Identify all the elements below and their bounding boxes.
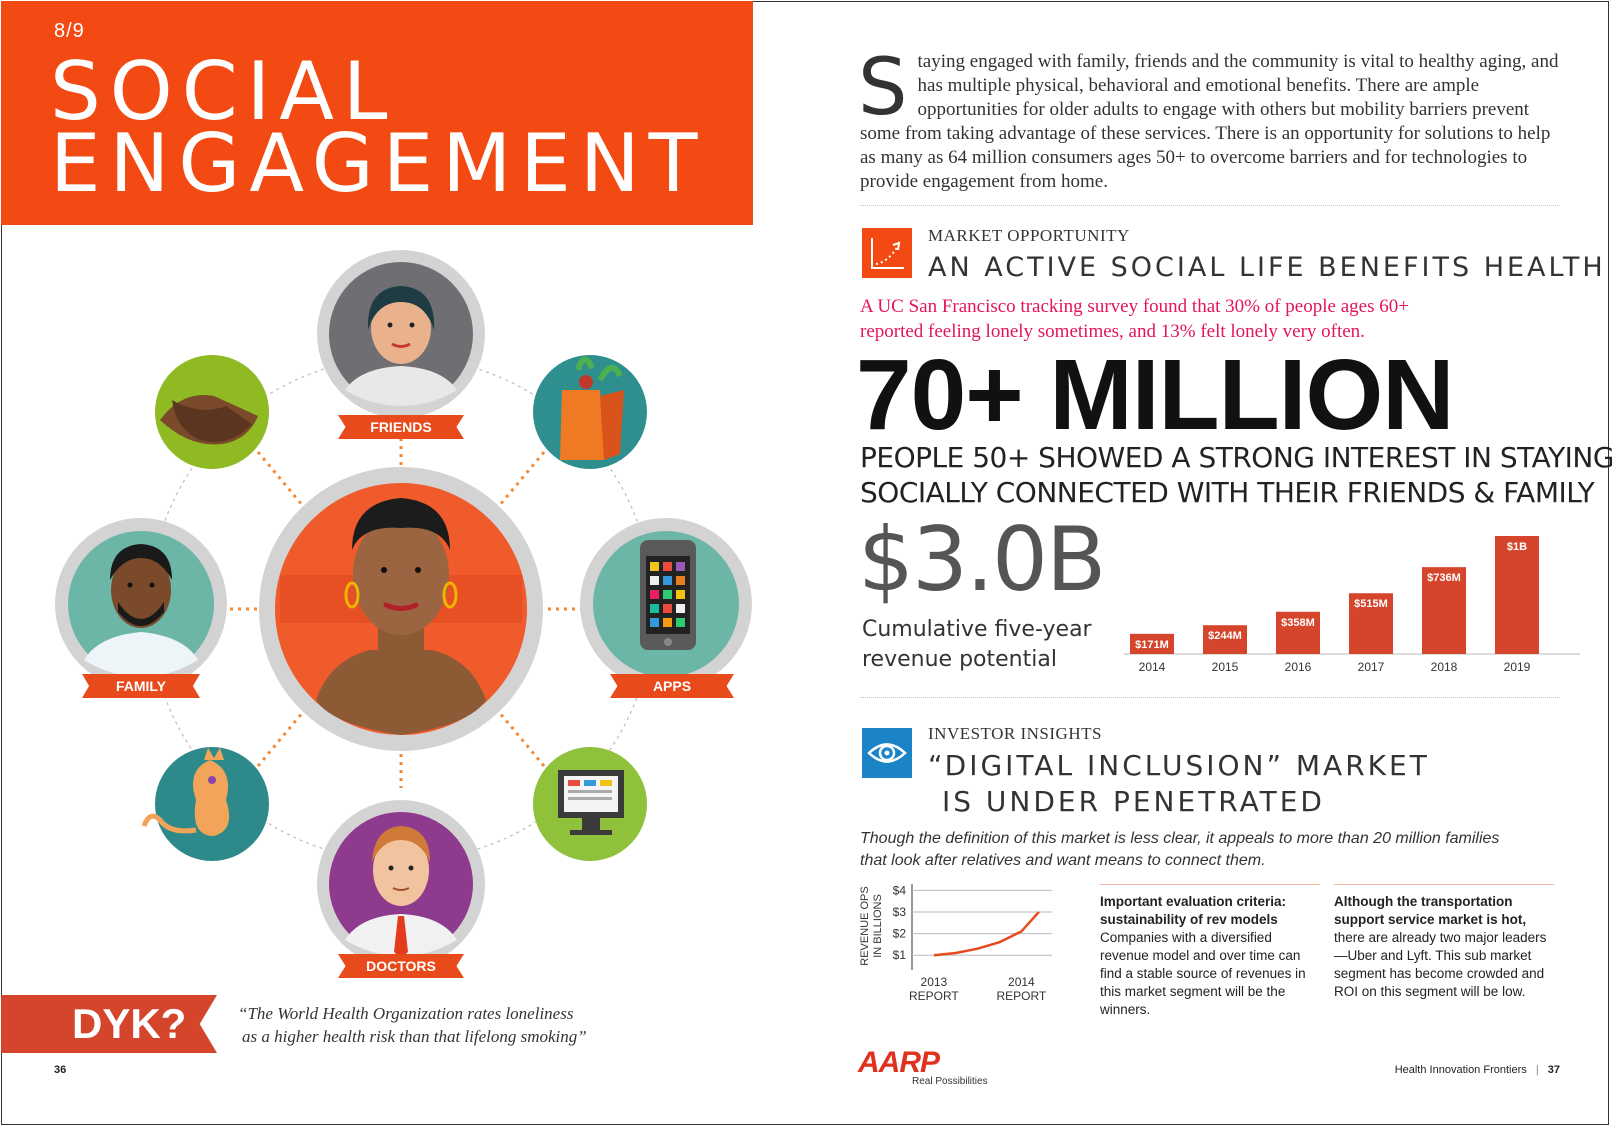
footer-title: Health Innovation Frontiers: [1394, 1064, 1527, 1076]
loneliness-quote: “The World Health Organization rates lon…: [238, 1002, 638, 1048]
friends-label: FRIENDS: [338, 415, 464, 439]
aarp-logo: AARP: [858, 1046, 940, 1079]
bar-year-label: 2015: [1212, 660, 1239, 674]
intro-dropcap: S: [858, 43, 908, 133]
survey-line-2: reported feeling lonely sometimes, and 1…: [860, 321, 1365, 342]
revenue-caption-line-1: Cumulative five-year: [862, 617, 1092, 642]
family-label: FAMILY: [82, 674, 200, 698]
col1-heading: Important evaluation criteria: sustainab…: [1100, 894, 1287, 927]
investor-heading-line-1: “DIGITAL INCLUSION” MARKET: [928, 749, 1430, 782]
bar-2015: [1203, 625, 1247, 654]
revenue-line: [933, 911, 1040, 957]
doctors-avatar: [317, 800, 485, 968]
title-banner: [1, 1, 753, 225]
dyk-label: DYK?: [72, 1000, 187, 1047]
x-tick-label: 2014: [1008, 975, 1035, 989]
bar-2014: [1130, 633, 1174, 654]
bar-year-label: 2014: [1139, 660, 1166, 674]
right-footer: Health Innovation Frontiers | 37: [1394, 1064, 1560, 1076]
bar-year-label: 2017: [1358, 660, 1385, 674]
y-tick-label: $4: [893, 883, 907, 897]
bar-2016: [1276, 611, 1320, 654]
aarp-tagline: Real Possibilities: [912, 1076, 988, 1087]
col1-body: Companies with a diversified revenue mod…: [1100, 930, 1306, 1017]
quote-line-2: as a higher health risk than that lifelo…: [242, 1027, 587, 1046]
y-axis-label-line2: IN BILLIONS: [872, 894, 884, 958]
right-page-number: 37: [1547, 1064, 1560, 1076]
handshake-icon: [155, 355, 269, 469]
apps-avatar: [580, 518, 752, 690]
page-title-line1: SOCIAL: [50, 45, 397, 138]
revenue-caption-line-2: revenue potential: [862, 647, 1057, 672]
friends-avatar: [317, 250, 485, 418]
survey-highlight: A UC San Francisco tracking survey found…: [860, 294, 1560, 344]
chapter-number: 8/9: [54, 20, 85, 42]
market-eyebrow: MARKET OPPORTUNITY: [928, 226, 1130, 245]
investor-eyebrow: INVESTOR INSIGHTS: [928, 724, 1102, 743]
investor-note-line-2: that look after relatives and want means…: [860, 852, 1266, 869]
y-tick-label: $1: [893, 948, 907, 962]
big-stat: 70+ MILLION: [856, 339, 1454, 451]
computer-monitor-icon: [533, 747, 647, 861]
apps-label: APPS: [610, 674, 734, 698]
page-title-line2: ENGAGEMENT: [50, 117, 707, 210]
app-grid: [650, 562, 685, 627]
stat-line-1: PEOPLE 50+ SHOWED A STRONG INTEREST IN S…: [860, 441, 1612, 474]
col2-heading: Although the transportation support serv…: [1334, 894, 1527, 927]
market-heading: AN ACTIVE SOCIAL LIFE BENEFITS HEALTH: [928, 252, 1606, 283]
evaluation-criteria-column: Important evaluation criteria: sustainab…: [1100, 884, 1320, 1019]
bar-2019: [1495, 536, 1539, 654]
intro-text: taying engaged with family, friends and …: [860, 51, 1559, 192]
bar-value-label: $1B: [1507, 541, 1527, 553]
dyk-banner: [1, 995, 217, 1053]
growth-chart-icon: [862, 228, 912, 278]
x-tick-label-sub: REPORT: [996, 989, 1046, 1003]
y-tick-label: $3: [893, 905, 907, 919]
col2-body: there are already two major leaders—Uber…: [1334, 930, 1547, 999]
investor-note-line-1: Though the definition of this market is …: [860, 830, 1500, 847]
grocery-bag-icon: [533, 355, 647, 469]
survey-line-1: A UC San Francisco tracking survey found…: [860, 296, 1409, 317]
bar-year-label: 2019: [1504, 660, 1531, 674]
center-person-avatar: [259, 467, 543, 751]
doctors-label: DOCTORS: [338, 954, 464, 978]
revenue-bar-chart: $171M 2014 $244M 2015 $358M 2016 $515M 2017 $736…: [1124, 536, 1580, 674]
cat-icon: [141, 747, 269, 861]
bar-value-label: $358M: [1281, 617, 1315, 629]
bar-year-label: 2018: [1431, 660, 1458, 674]
stat-line-2: SOCIALLY CONNECTED WITH THEIR FRIENDS & …: [860, 476, 1595, 509]
bar-value-label: $171M: [1135, 639, 1169, 651]
bar-value-label: $736M: [1427, 572, 1461, 584]
bar-2018: [1422, 567, 1466, 654]
left-page-number: 36: [54, 1064, 67, 1076]
investor-heading-line-2: IS UNDER PENETRATED: [942, 785, 1325, 818]
investor-note: Though the definition of this market is …: [860, 828, 1560, 872]
y-tick-label: $2: [893, 927, 907, 941]
revenue-caption: Cumulative five-year revenue potential: [862, 615, 1092, 675]
family-avatar: [55, 518, 227, 690]
section-divider: [860, 205, 1560, 206]
quote-line-1: “The World Health Organization rates lon…: [238, 1004, 574, 1023]
eye-icon: [862, 728, 912, 778]
bar-year-label: 2016: [1285, 660, 1312, 674]
bar-value-label: $244M: [1208, 630, 1242, 642]
bar-value-label: $515M: [1354, 598, 1388, 610]
section-divider-2: [860, 697, 1560, 698]
y-axis-label: REVENUE OPS: [859, 886, 871, 965]
bar-2017: [1349, 593, 1393, 654]
social-network-illustration: [55, 250, 752, 968]
revenue-total: $3.0B: [858, 508, 1106, 611]
transportation-column: Although the transportation support serv…: [1334, 884, 1554, 1001]
x-tick-label-sub: REPORT: [909, 989, 959, 1003]
x-tick-label: 2013: [921, 975, 948, 989]
